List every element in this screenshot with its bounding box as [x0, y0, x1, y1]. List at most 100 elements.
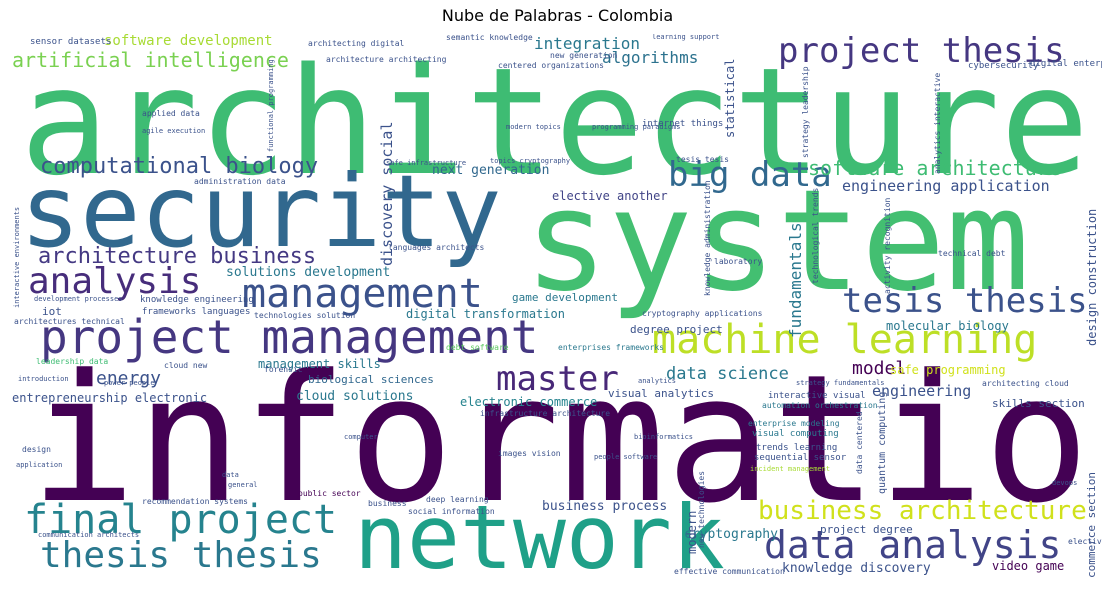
word-functional-programming: functional programming: [267, 59, 275, 152]
word-devops: devops: [1052, 479, 1078, 487]
word-social-information: social information: [408, 507, 495, 516]
word-software-architecture: software architecture: [808, 156, 1061, 180]
word-bioinformatics: bioinformatics: [634, 433, 694, 441]
word-biological-sciences: biological sciences: [308, 373, 434, 386]
word-centered-organizations: centered organizations: [498, 61, 604, 70]
word-agile-execution: agile execution: [142, 127, 206, 135]
word-video-game: video game: [992, 559, 1065, 573]
word-solutions-development: solutions development: [226, 265, 391, 280]
word-security: security: [20, 153, 502, 270]
word-recommendation-systems: recommendation systems: [142, 497, 248, 506]
word-big-data: big data: [668, 155, 832, 195]
word-game-development: game development: [512, 291, 618, 304]
word-general: general: [228, 481, 258, 489]
word-introduction: introduction: [18, 375, 69, 383]
word-architecture-architecting: architecture architecting: [326, 55, 447, 64]
word-frameworks-languages: frameworks languages: [142, 307, 251, 317]
word-data: data: [222, 471, 239, 479]
word-software-development: software development: [104, 34, 273, 49]
word-tesis-thesis: tesis thesis: [842, 281, 1088, 321]
word-strategy-fundamentals: strategy fundamentals: [796, 379, 885, 387]
word-people-software: people software: [594, 453, 658, 461]
word-architectures-technical: architectures technical: [14, 317, 125, 326]
word-commerce-section: commerce section: [1085, 472, 1098, 578]
word-automation-orchestration: automation orchestration: [762, 401, 878, 410]
word-images-vision: images vision: [498, 449, 561, 458]
word-final-project: final project: [24, 497, 338, 543]
word-fundamentals: fundamentals: [786, 222, 805, 338]
word-effective-communication: effective communication: [674, 567, 785, 576]
word-communication-architects: communication architects: [38, 531, 140, 539]
word-model: model: [852, 358, 907, 379]
word-analysis: analysis: [28, 261, 202, 302]
word-business: business: [368, 499, 407, 508]
word-interactive-environments: interactive environments: [13, 206, 21, 308]
word-next-generation: next generation: [432, 163, 550, 178]
word-new-generation: new generation: [550, 51, 618, 60]
word-programming-paradigms: programming paradigms: [592, 123, 681, 131]
word-enterprise-modeling: enterprise modeling: [748, 419, 840, 428]
word-degree-project: degree project: [630, 323, 723, 336]
word-sensor-datasets: sensor datasets: [30, 37, 112, 47]
word-business-process: business process: [542, 499, 668, 514]
word-strategy-leadership: strategy leadership: [801, 66, 810, 158]
word-tesis-tesis: tesis tesis: [676, 155, 729, 164]
word-technological-trends: technological trends: [811, 187, 820, 284]
word-deep-learning: deep learning: [426, 495, 489, 504]
word-interactive-visual: interactive visual: [768, 391, 866, 401]
word-cloud: information architecture system security…: [12, 34, 1102, 580]
word-semantic-knowledge: semantic knowledge: [446, 34, 533, 42]
word-architecting-digital: architecting digital: [308, 39, 405, 48]
word-knowledge-administration: knowledge administration: [703, 180, 712, 296]
word-elective: elective: [1068, 537, 1102, 546]
word-languages-architects: languages architects: [388, 243, 485, 252]
word-infrastructure-architecture: infrastructure architecture: [480, 409, 611, 418]
word-administration-data: administration data: [194, 177, 286, 186]
word-information: information: [30, 337, 1102, 542]
word-cryptography-applications: cryptography applications: [642, 309, 763, 318]
word-architecture: architecture: [20, 36, 1090, 208]
word-activity-recognition: activity recognition: [883, 197, 892, 294]
word-power-people: power people: [104, 379, 155, 387]
word-engineering-application: engineering application: [842, 177, 1050, 195]
word-knowledge-discovery: knowledge discovery: [782, 561, 931, 576]
word-discovery-social: discovery social: [378, 121, 396, 267]
word-project-degree: project degree: [820, 523, 913, 536]
word-debt-software: debt software: [446, 343, 509, 352]
chart-title: Nube de Palabras - Colombia: [441, 6, 674, 25]
word-business-architecture: business architecture: [758, 496, 1087, 526]
word-molecular-biology: molecular biology: [886, 319, 1009, 333]
word-entrepreneurship-electronic: entrepreneurship electronic: [12, 391, 208, 405]
word-data-science: data science: [666, 364, 789, 384]
word-leadership-data: leadership data: [36, 357, 109, 366]
word-management-skills: management skills: [258, 357, 381, 371]
word-master: master: [496, 359, 619, 399]
word-topics-cryptography: topics cryptography: [490, 157, 571, 165]
word-computer: computer: [344, 433, 378, 441]
word-visual-computing: visual computing: [752, 429, 839, 439]
word-data-centered: data centered: [855, 411, 864, 474]
word-safe-infrastructure: safe infrastructure: [386, 159, 467, 167]
word-development-processes: development processes: [34, 295, 123, 303]
word-safe-programming: safe programming: [890, 363, 1006, 377]
word-modern-topics: modern topics: [506, 123, 561, 131]
word-statistical: statistical: [723, 58, 737, 138]
word-incident-management: incident management: [750, 465, 831, 473]
word-cryptography: cryptography: [684, 527, 778, 542]
word-design-construction: design construction: [1085, 208, 1099, 346]
word-computational-biology: computational biology: [40, 154, 319, 179]
word-sequential-sensor: sequential sensor: [754, 453, 847, 463]
word-thesis-thesis: thesis thesis: [40, 535, 322, 576]
word-trends-learning: trends learning: [756, 443, 838, 453]
word-artificial-intelligence: artificial intelligence: [12, 48, 289, 72]
word-engineering: engineering: [872, 382, 972, 400]
word-integration: integration: [534, 34, 640, 53]
word-digital-enterprises: digital enterprises: [1030, 59, 1102, 69]
word-applied-data: applied data: [142, 109, 200, 118]
word-algorithms: algorithms: [602, 48, 699, 67]
word-cloud-solutions: cloud solutions: [296, 389, 414, 404]
word-project-management: project management: [40, 310, 539, 364]
word-network: network: [354, 486, 725, 581]
word-laboratory: laboratory: [714, 257, 763, 266]
word-enterprises-frameworks: enterprises frameworks: [558, 343, 664, 352]
